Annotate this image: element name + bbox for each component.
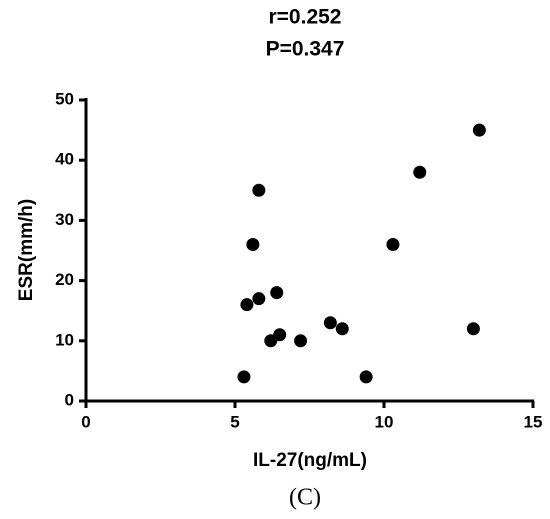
y-tick-label: 20 (55, 270, 74, 289)
chart-title: r=0.252 (269, 6, 342, 29)
point (323, 316, 337, 330)
x-tick-label: 0 (81, 412, 90, 431)
y-tick-label: 10 (55, 330, 74, 349)
x-axis-label: IL-27(ng/mL) (253, 450, 367, 471)
point (472, 123, 486, 137)
point (237, 370, 251, 384)
caption: (C) (289, 485, 321, 511)
point (466, 322, 480, 336)
point (335, 322, 349, 336)
point (240, 298, 254, 312)
y-tick-label: 50 (55, 89, 74, 108)
x-tick-label: 15 (524, 412, 543, 431)
x-tick-label: 10 (375, 412, 394, 431)
chart-title: P=0.347 (266, 38, 345, 61)
y-tick-label: 0 (65, 390, 74, 409)
point (413, 165, 427, 179)
point (252, 183, 266, 197)
point (294, 334, 308, 348)
point (386, 237, 400, 251)
point (270, 286, 284, 300)
y-tick-label: 40 (55, 150, 74, 169)
point (273, 328, 287, 342)
x-tick-label: 5 (230, 412, 239, 431)
point (246, 237, 260, 251)
point (252, 292, 266, 306)
point (359, 370, 373, 384)
y-tick-label: 30 (55, 210, 74, 229)
y-axis-label: ESR(mm/h) (16, 199, 37, 301)
